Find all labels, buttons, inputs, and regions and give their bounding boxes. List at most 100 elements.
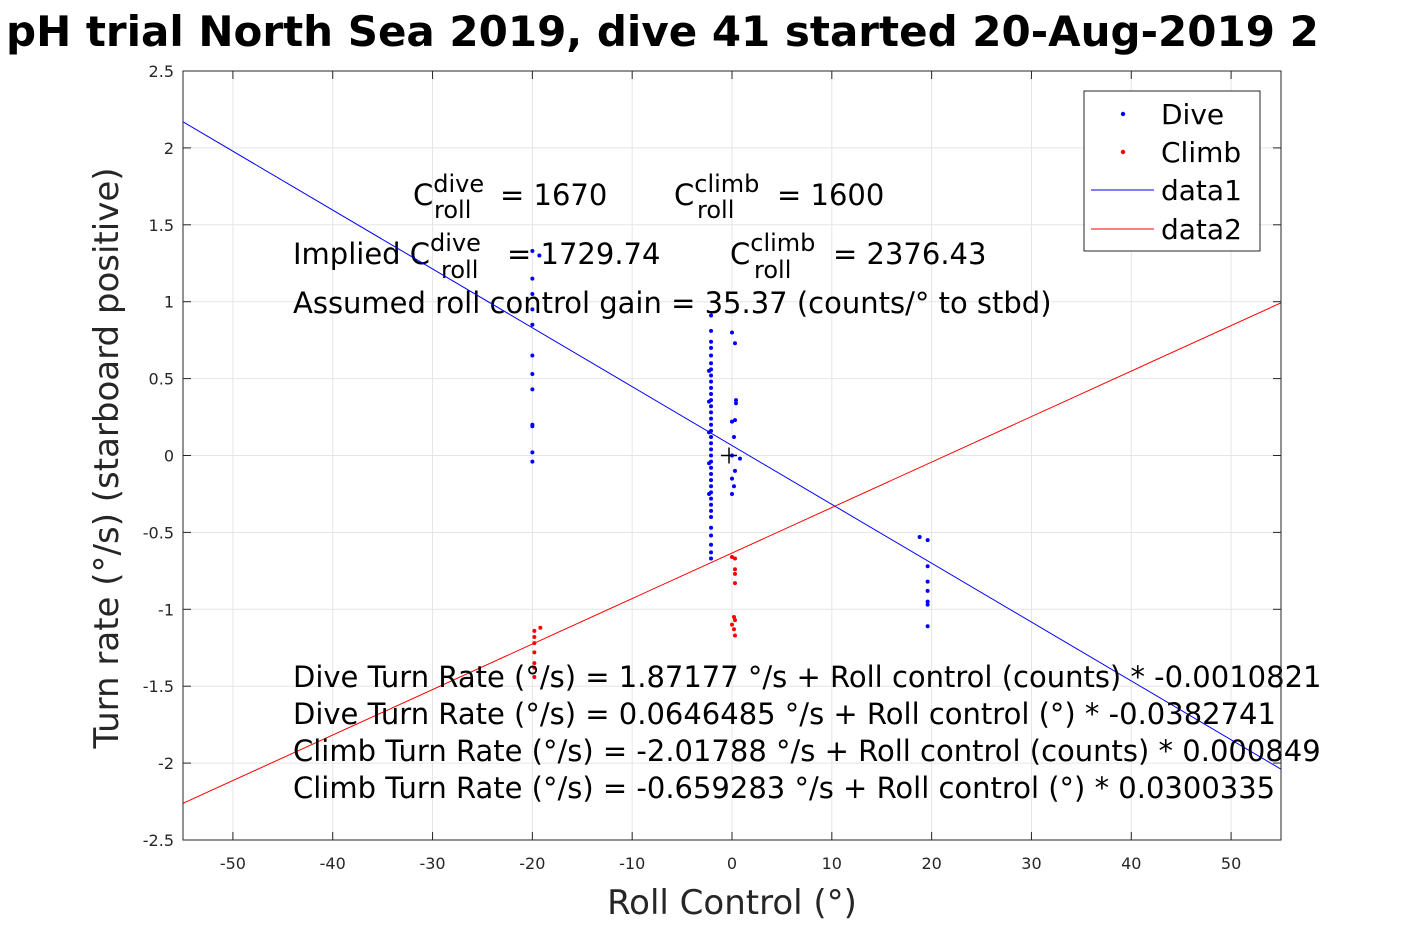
data-point-dive	[709, 385, 714, 390]
data-point-dive	[709, 484, 714, 489]
data-point-climb	[732, 633, 737, 638]
data-point-dive	[709, 508, 714, 513]
data-point-dive	[730, 419, 734, 424]
data-point-dive	[709, 556, 714, 561]
implied-dive-sup: dive	[430, 229, 481, 257]
data-point-dive	[709, 441, 714, 446]
c-dive-sup: dive	[433, 170, 484, 198]
data-point-dive	[925, 599, 930, 604]
implied-climb-base: C	[730, 237, 750, 271]
data-point-climb	[732, 567, 737, 572]
data-point-dive	[530, 276, 535, 281]
data-point-climb	[730, 622, 734, 627]
data-point-dive	[537, 253, 542, 258]
legend-data1-label: data1	[1161, 174, 1242, 207]
implied-climb-sup: climb	[750, 229, 815, 257]
y-tick-label: 0	[164, 447, 174, 466]
data-point-climb	[532, 641, 537, 646]
data-point-dive	[709, 515, 714, 520]
implied-climb-sub: roll	[754, 256, 791, 284]
data-point-dive	[917, 535, 922, 540]
data-point-dive	[732, 468, 737, 473]
series-line-data2	[183, 302, 1281, 804]
data-point-climb	[732, 556, 737, 561]
data-point-climb	[732, 571, 737, 576]
c-climb-base: C	[674, 178, 694, 212]
data-point-dive	[530, 307, 535, 312]
x-tick-label: 50	[1221, 854, 1241, 873]
x-tick-label: -50	[220, 854, 246, 873]
data-point-dive	[709, 435, 714, 440]
data-point-dive	[709, 453, 714, 458]
y-tick-label: -1	[158, 600, 174, 619]
c-dive-annotation: Cdive	[413, 170, 484, 212]
data-point-dive	[709, 471, 714, 476]
data-point-dive	[709, 339, 714, 344]
data-point-dive	[709, 496, 714, 501]
data-point-dive	[709, 525, 714, 530]
data-point-dive	[925, 579, 930, 584]
data-point-dive	[709, 345, 714, 350]
data-point-dive	[530, 424, 535, 429]
y-tick-label: -2.5	[143, 831, 174, 850]
data-point-dive	[530, 248, 535, 253]
equations: Dive Turn Rate (°/s) = 1.87177 °/s + Rol…	[293, 660, 1321, 805]
y-axis-label: Turn rate (°/s) (starboard positive)	[87, 167, 127, 749]
data-point-dive	[925, 602, 930, 607]
c-climb-sup: climb	[694, 170, 759, 198]
data-point-dive	[707, 399, 712, 404]
annotations: Cdive roll = 1670 Cclimb roll = 1600 Imp…	[293, 170, 1052, 320]
legend-climb-label: Climb	[1161, 136, 1241, 169]
data-point-dive	[731, 484, 736, 489]
data-point-dive	[530, 387, 535, 392]
data-point-climb	[731, 627, 736, 632]
data-point-climb	[730, 555, 734, 560]
series	[183, 121, 1281, 804]
data-point-dive	[707, 461, 712, 466]
y-ticks: -2.5 -2 -1.5 -1 -0.5 0 0.5 1 1.5 2 2.5	[143, 62, 1281, 850]
data-point-dive	[709, 361, 714, 366]
x-tick-label: 40	[1121, 854, 1141, 873]
legend: Dive Climb data1 data2	[1083, 90, 1261, 252]
x-tick-label: -30	[419, 854, 445, 873]
x-tick-label: 10	[822, 854, 842, 873]
c-climb-sub: roll	[697, 196, 734, 224]
axes-box	[182, 70, 1282, 841]
data-point-dive	[709, 353, 714, 358]
data-point-climb	[538, 625, 543, 630]
data-point-dive	[530, 322, 535, 327]
data-point-climb	[532, 650, 537, 655]
data-point-dive	[707, 430, 712, 435]
y-tick-label: 2.5	[149, 62, 174, 81]
data-point-climb	[732, 618, 737, 623]
legend-climb-marker	[1120, 149, 1126, 155]
x-ticks: -50 -40 -30 -20 -10 0 10 20 30 40 50	[220, 71, 1241, 873]
data-point-dive	[709, 422, 714, 427]
data-point-dive	[530, 450, 535, 455]
data-point-dive	[731, 435, 736, 440]
data-point-climb	[732, 581, 737, 586]
data-point-dive	[709, 328, 714, 333]
data-point-dive	[709, 410, 714, 415]
data-point-dive	[925, 538, 930, 543]
y-tick-label: 1	[164, 293, 174, 312]
y-tick-label: 0.5	[149, 370, 174, 389]
y-tick-label: 1.5	[149, 216, 174, 235]
x-tick-label: 20	[921, 854, 941, 873]
y-tick-label: 2	[164, 139, 174, 158]
data-point-dive	[732, 418, 737, 423]
data-point-climb	[532, 634, 537, 639]
legend-dive-marker	[1120, 111, 1126, 117]
x-tick-label: 30	[1021, 854, 1041, 873]
data-point-dive	[709, 379, 714, 384]
implied-prefix: Implied C	[293, 237, 430, 271]
equation-line: Climb Turn Rate (°/s) = -0.659283 °/s + …	[293, 771, 1275, 805]
data-point-climb	[731, 614, 736, 619]
c-climb-annotation: Cclimb	[674, 170, 759, 212]
y-tick-label: -0.5	[143, 523, 174, 542]
x-tick-label: -20	[519, 854, 545, 873]
data-point-dive	[709, 313, 714, 318]
c-dive-base: C	[413, 178, 433, 212]
c-climb-value: = 1600	[777, 178, 884, 212]
